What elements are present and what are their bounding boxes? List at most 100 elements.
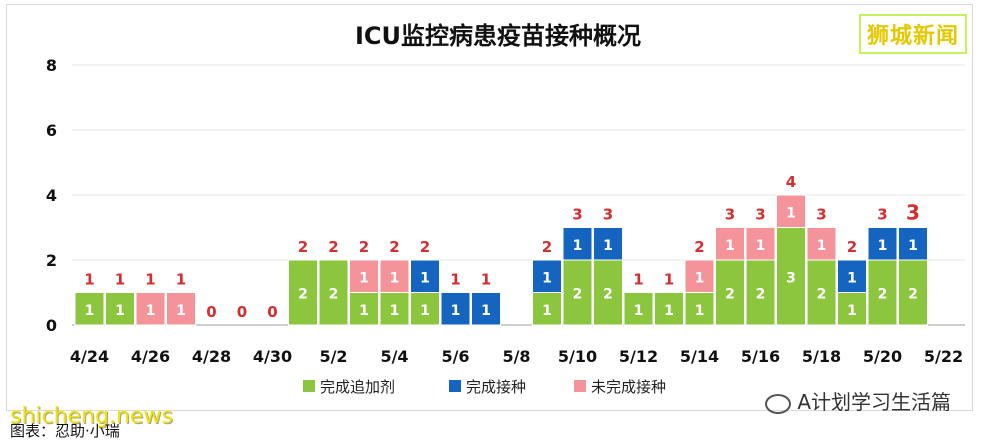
total-value-label: 2 — [389, 238, 399, 256]
segment-value-label: 1 — [451, 303, 461, 319]
segment-value-label: 2 — [756, 287, 766, 303]
bar-segment — [532, 259, 562, 293]
chart-title: ICU监控病患疫苗接种概况 — [355, 22, 641, 50]
bar-segment — [410, 259, 440, 293]
y-tick-label: 6 — [46, 121, 57, 140]
x-tick-label: 5/22 — [924, 347, 963, 366]
legend-swatch — [303, 380, 315, 392]
total-value-label: 3 — [603, 206, 613, 224]
segment-value-label: 1 — [420, 270, 430, 286]
total-value-label: 2 — [847, 238, 857, 256]
total-value-label: 2 — [542, 238, 552, 256]
segment-value-label: 3 — [786, 270, 796, 286]
segment-value-label: 1 — [603, 238, 613, 254]
segment-value-label: 1 — [573, 238, 583, 254]
x-tick-label: 5/18 — [802, 347, 841, 366]
total-value-label: 2 — [359, 238, 369, 256]
segment-value-label: 1 — [878, 238, 888, 254]
bar-segment — [898, 227, 928, 261]
total-value-label: 3 — [755, 206, 765, 224]
bar-segment — [684, 259, 715, 293]
y-tick-label: 0 — [46, 316, 57, 335]
segment-value-label: 2 — [878, 287, 888, 303]
bar-segment — [74, 292, 105, 326]
segment-value-label: 1 — [756, 238, 766, 254]
site-badge: 狮城新闻 — [858, 14, 967, 54]
bar-segment — [288, 259, 318, 326]
segment-value-label: 1 — [146, 303, 156, 319]
total-value-label: 3 — [725, 206, 735, 224]
x-tick-label: 5/12 — [619, 347, 658, 366]
wechat-account: A计划学习生活篇 — [765, 386, 951, 415]
site-watermark: shicheng.news — [10, 404, 173, 429]
x-tick-label: 5/14 — [680, 347, 719, 366]
wechat-account-name: A计划学习生活篇 — [797, 390, 951, 414]
total-value-label: 3 — [906, 201, 920, 225]
bar-segment — [166, 292, 196, 326]
total-value-label: 2 — [298, 238, 308, 256]
x-tick-label: 4/24 — [70, 347, 109, 366]
total-value-label: 3 — [816, 206, 826, 224]
bar-segment — [715, 227, 745, 261]
bar-segment — [379, 259, 410, 293]
y-tick-label: 2 — [46, 251, 57, 270]
x-tick-label: 5/8 — [502, 347, 530, 366]
bar-segment — [745, 259, 776, 326]
total-value-label: 1 — [84, 271, 94, 289]
x-tick-label: 5/6 — [441, 347, 469, 366]
total-value-label: 0 — [206, 303, 216, 321]
segment-value-label: 1 — [725, 238, 735, 254]
bar-segment — [684, 292, 715, 326]
x-tick-label: 4/26 — [131, 347, 170, 366]
y-axis: 0 2 4 6 8 — [46, 56, 57, 335]
total-value-label: 1 — [450, 271, 460, 289]
segment-value-label: 1 — [817, 238, 827, 254]
segment-value-label: 2 — [329, 287, 339, 303]
bar-segment — [745, 227, 776, 261]
bar-segment — [593, 259, 623, 326]
bar-segment — [318, 259, 349, 326]
bar-segment — [867, 227, 898, 261]
segment-value-label: 1 — [695, 270, 705, 286]
total-value-label: 1 — [633, 271, 643, 289]
segment-value-label: 2 — [817, 287, 827, 303]
y-tick-label: 4 — [46, 186, 57, 205]
segment-value-label: 1 — [390, 270, 400, 286]
bar-segment — [806, 259, 837, 326]
wechat-icon — [765, 393, 792, 414]
segment-value-label: 1 — [359, 270, 369, 286]
bar-segment — [440, 292, 471, 326]
segment-value-label: 1 — [634, 303, 644, 319]
bar-segment — [349, 259, 379, 293]
segment-value-label: 1 — [390, 303, 400, 319]
segment-value-label: 1 — [176, 303, 186, 319]
legend-label: 完成追加剂 — [320, 378, 395, 396]
bar-segment — [562, 227, 593, 261]
segment-value-label: 1 — [115, 303, 125, 319]
total-value-label: 3 — [877, 206, 887, 224]
legend-label: 完成接种 — [466, 378, 526, 396]
segment-value-label: 1 — [359, 303, 369, 319]
x-tick-label: 5/20 — [863, 347, 902, 366]
x-axis: 4/24 4/26 4/28 4/30 5/2 5/4 5/6 5/8 5/10 5/12 5/14… — [70, 347, 963, 366]
bar-segment — [776, 194, 806, 228]
x-tick-label: 5/4 — [380, 347, 408, 366]
x-tick-label: 5/16 — [741, 347, 780, 366]
total-value-label: 3 — [572, 206, 582, 224]
segment-value-label: 1 — [695, 303, 705, 319]
bar-segment — [898, 259, 928, 326]
bar-segment — [105, 292, 135, 326]
bar-segment — [654, 292, 684, 326]
segment-value-label: 1 — [664, 303, 674, 319]
segment-value-label: 2 — [298, 287, 308, 303]
segment-value-label: 1 — [420, 303, 430, 319]
bar-segment — [715, 259, 745, 326]
segment-value-label: 2 — [603, 287, 613, 303]
segment-value-label: 1 — [908, 238, 918, 254]
segment-value-label: 1 — [542, 303, 552, 319]
total-value-label: 1 — [145, 271, 155, 289]
total-value-label: 1 — [115, 271, 125, 289]
segment-value-label: 1 — [847, 303, 857, 319]
bar-segment — [471, 292, 501, 326]
